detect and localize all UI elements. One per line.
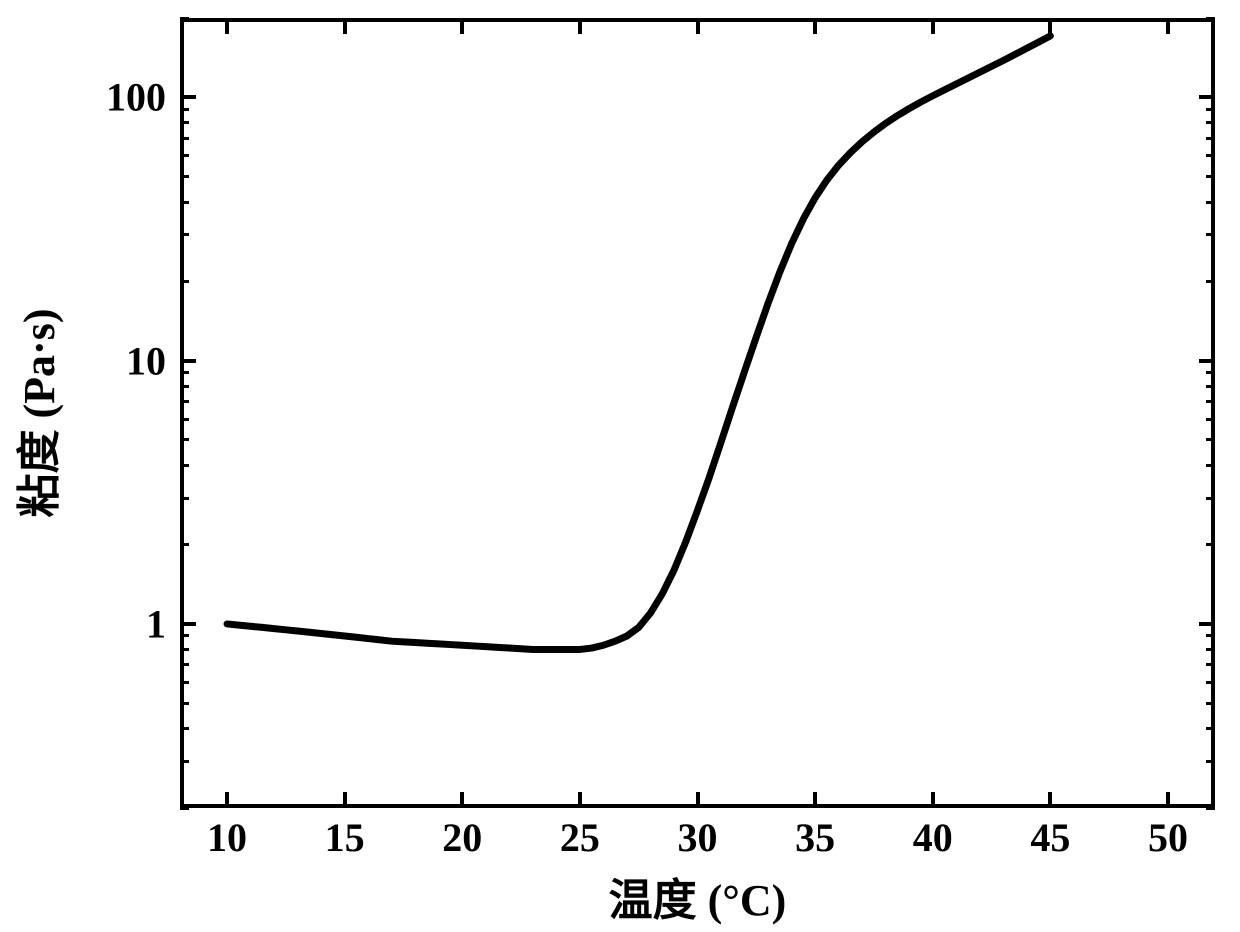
y-minor-tick (1206, 634, 1215, 637)
y-minor-tick (180, 233, 189, 236)
curve-svg (180, 18, 1215, 808)
y-tick (180, 95, 196, 99)
x-tick (1166, 18, 1170, 34)
y-tick (180, 359, 196, 363)
y-minor-tick (1206, 438, 1215, 441)
x-tick (1166, 792, 1170, 808)
y-tick (1199, 95, 1215, 99)
y-minor-tick (1206, 17, 1215, 20)
y-minor-tick (1206, 760, 1215, 763)
y-tick (1199, 622, 1215, 626)
y-tick-label: 1 (146, 600, 166, 647)
y-minor-tick (180, 418, 189, 421)
y-minor-tick (1206, 418, 1215, 421)
x-tick-label: 35 (795, 814, 835, 861)
y-minor-tick (180, 175, 189, 178)
x-tick (225, 18, 229, 34)
x-tick (343, 18, 347, 34)
y-minor-tick (1206, 543, 1215, 546)
y-minor-tick (1206, 154, 1215, 157)
y-minor-tick (180, 154, 189, 157)
x-axis-label: 温度 (°C) (609, 864, 787, 928)
x-tick (813, 792, 817, 808)
y-minor-tick (1206, 497, 1215, 500)
y-minor-tick (180, 634, 189, 637)
y-minor-tick (1206, 385, 1215, 388)
series-line (227, 36, 1050, 650)
plot-area (180, 18, 1215, 808)
y-minor-tick (180, 807, 189, 810)
x-tick-label: 20 (442, 814, 482, 861)
y-minor-tick (180, 280, 189, 283)
x-tick (225, 792, 229, 808)
y-tick-label: 10 (126, 337, 166, 384)
y-minor-tick (180, 497, 189, 500)
y-minor-tick (180, 681, 189, 684)
y-minor-tick (1206, 371, 1215, 374)
x-tick-label: 50 (1148, 814, 1188, 861)
y-minor-tick (180, 17, 189, 20)
y-tick (180, 622, 196, 626)
y-minor-tick (1206, 400, 1215, 403)
y-minor-tick (180, 121, 189, 124)
y-minor-tick (180, 438, 189, 441)
y-minor-tick (1206, 464, 1215, 467)
y-minor-tick (180, 663, 189, 666)
x-tick-label: 15 (325, 814, 365, 861)
x-tick (931, 18, 935, 34)
y-minor-tick (180, 464, 189, 467)
y-minor-tick (1206, 108, 1215, 111)
x-tick (578, 792, 582, 808)
x-tick-label: 25 (560, 814, 600, 861)
y-minor-tick (180, 108, 189, 111)
x-tick (460, 792, 464, 808)
x-tick (1048, 18, 1052, 34)
y-axis-label: 粘度 (Pa·s) (3, 309, 67, 518)
x-tick (696, 792, 700, 808)
y-minor-tick (180, 371, 189, 374)
x-tick-label: 10 (207, 814, 247, 861)
x-tick-label: 45 (1030, 814, 1070, 861)
y-tick-label: 100 (106, 74, 166, 121)
x-tick (1048, 792, 1052, 808)
x-tick (343, 792, 347, 808)
figure: 温度 (°C) 粘度 (Pa·s) 10 15 20 25 30 35 40 45 50 1 10 1… (0, 0, 1240, 932)
y-tick (1199, 359, 1215, 363)
y-minor-tick (1206, 648, 1215, 651)
y-minor-tick (180, 137, 189, 140)
x-tick (696, 18, 700, 34)
y-minor-tick (180, 201, 189, 204)
y-minor-tick (180, 727, 189, 730)
y-minor-tick (1206, 233, 1215, 236)
x-tick (931, 792, 935, 808)
x-tick (460, 18, 464, 34)
x-tick (813, 18, 817, 34)
y-minor-tick (1206, 175, 1215, 178)
y-minor-tick (1206, 280, 1215, 283)
y-minor-tick (180, 400, 189, 403)
y-minor-tick (180, 385, 189, 388)
y-minor-tick (1206, 137, 1215, 140)
y-minor-tick (1206, 121, 1215, 124)
y-minor-tick (1206, 681, 1215, 684)
y-minor-tick (180, 702, 189, 705)
x-tick (578, 18, 582, 34)
y-minor-tick (1206, 201, 1215, 204)
y-minor-tick (1206, 663, 1215, 666)
y-minor-tick (1206, 807, 1215, 810)
x-tick-label: 40 (913, 814, 953, 861)
y-minor-tick (1206, 727, 1215, 730)
y-minor-tick (1206, 702, 1215, 705)
x-tick-label: 30 (678, 814, 718, 861)
y-minor-tick (180, 648, 189, 651)
y-minor-tick (180, 543, 189, 546)
y-minor-tick (180, 760, 189, 763)
